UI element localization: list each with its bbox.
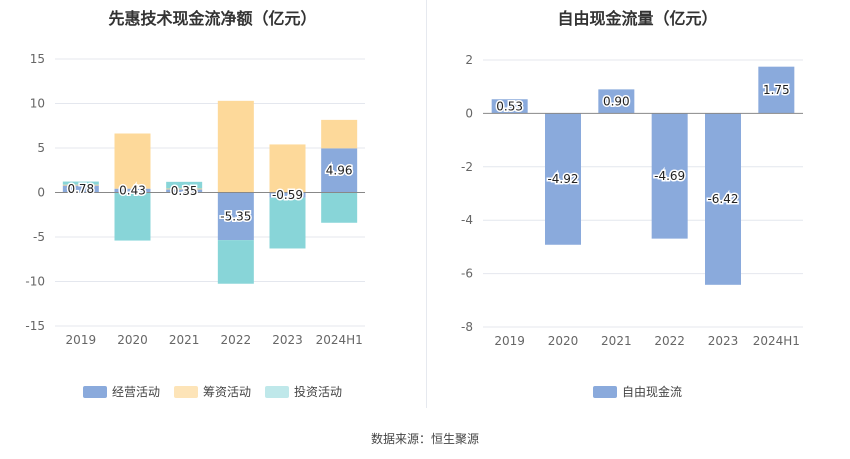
data-label: 1.75 — [763, 83, 790, 97]
bar — [114, 133, 151, 189]
y-tick-label: -4 — [461, 213, 473, 227]
bar — [62, 185, 99, 193]
legend-swatch — [82, 385, 107, 398]
x-tick-label: 2024H1 — [753, 334, 800, 348]
legend-item-operating[interactable]: 经营活动 — [82, 383, 160, 400]
x-tick-label: 2023 — [272, 333, 303, 347]
x-tick-label: 2023 — [708, 334, 739, 348]
legend-label: 自由现金流 — [621, 385, 682, 399]
data-label: 0.35 — [171, 184, 198, 198]
bar — [269, 197, 306, 249]
y-tick-label: -5 — [33, 230, 45, 244]
chart-title: 先惠技术现金流净额（亿元） — [108, 9, 317, 28]
y-tick-label: -6 — [461, 267, 473, 281]
bar — [114, 192, 151, 241]
data-label: -6.42 — [707, 192, 738, 206]
bar — [217, 192, 254, 241]
y-tick-label: 10 — [30, 97, 45, 111]
y-tick-label: 0 — [465, 106, 473, 120]
y-tick-label: 2 — [465, 53, 473, 67]
x-tick-label: 2022 — [221, 333, 252, 347]
data-label: -4.92 — [547, 172, 578, 186]
legend-swatch — [173, 385, 198, 398]
x-tick-label: 2021 — [601, 334, 632, 348]
bar — [705, 113, 741, 285]
chart-legend: 经营活动 筹资活动 投资活动 — [0, 383, 425, 400]
legend-label: 投资活动 — [294, 385, 343, 399]
cashflow-chart: 15 10 5 0 -5 -10 -15 2019 2020 2021 2022 2023 2024H1… — [25, 52, 365, 347]
bar — [545, 113, 581, 245]
legend-item-investing[interactable]: 投资活动 — [265, 383, 342, 400]
bar — [598, 89, 635, 114]
legend-item-free-cashflow[interactable]: 自由现金流 — [592, 383, 682, 400]
data-label: 0.90 — [603, 94, 630, 108]
bar — [217, 100, 254, 193]
panel-divider — [426, 0, 427, 408]
bar — [62, 184, 99, 186]
legend-swatch — [265, 385, 289, 398]
bar — [114, 188, 151, 193]
chart-title: 自由现金流量（亿元） — [557, 9, 718, 28]
legend-label: 经营活动 — [111, 385, 160, 399]
bar — [62, 181, 99, 185]
data-label: 0.53 — [496, 99, 523, 113]
y-tick-label: -2 — [461, 160, 473, 174]
cashflow-chart-panel: 先惠技术现金流净额（亿元） 15 10 5 0 -5 -10 -15 2019 2020 2021… — [0, 0, 425, 420]
x-tick-label: 2019 — [66, 333, 97, 347]
data-label: 0.78 — [67, 182, 94, 196]
legend-label: 筹资活动 — [202, 385, 251, 399]
bar — [758, 66, 795, 114]
x-tick-label: 2022 — [654, 334, 685, 348]
bar — [321, 192, 358, 223]
y-tick-label: -10 — [25, 275, 45, 289]
bar — [321, 148, 358, 193]
legend-item-financing[interactable]: 筹资活动 — [173, 383, 251, 400]
x-tick-label: 2024H1 — [316, 333, 363, 347]
bar — [269, 144, 306, 193]
x-tick-label: 2021 — [169, 333, 200, 347]
data-label: -5.35 — [220, 209, 251, 223]
y-tick-label: 5 — [37, 141, 45, 155]
data-label: 4.96 — [326, 163, 353, 177]
y-tick-label: -8 — [461, 320, 473, 334]
data-label: -4.69 — [654, 169, 685, 183]
legend-swatch — [592, 385, 617, 398]
x-tick-label: 2020 — [548, 334, 579, 348]
data-source-footer: 数据来源：恒生聚源 — [370, 432, 479, 446]
bar — [217, 240, 254, 284]
bar — [651, 113, 688, 239]
chart-legend: 自由现金流 — [425, 383, 850, 400]
y-tick-label: -15 — [25, 319, 45, 333]
free-cashflow-chart-panel: 自由现金流量（亿元） 2 0 -2 -4 -6 -8 2019 2020 2021 2022 202… — [425, 0, 850, 420]
data-label: -0.59 — [272, 188, 303, 202]
bar — [269, 192, 306, 198]
bar — [166, 181, 203, 189]
bar — [166, 189, 203, 193]
bar — [166, 188, 203, 190]
y-tick-label: 0 — [37, 186, 45, 200]
data-label: 0.43 — [119, 184, 146, 198]
bar — [491, 99, 528, 114]
free-cashflow-chart: 2 0 -2 -4 -6 -8 2019 2020 2021 2022 2023 2024H1 0.53… — [461, 53, 803, 348]
y-tick-label: 15 — [30, 52, 45, 66]
x-tick-label: 2020 — [117, 333, 148, 347]
x-tick-label: 2019 — [494, 334, 525, 348]
bar — [321, 119, 358, 149]
